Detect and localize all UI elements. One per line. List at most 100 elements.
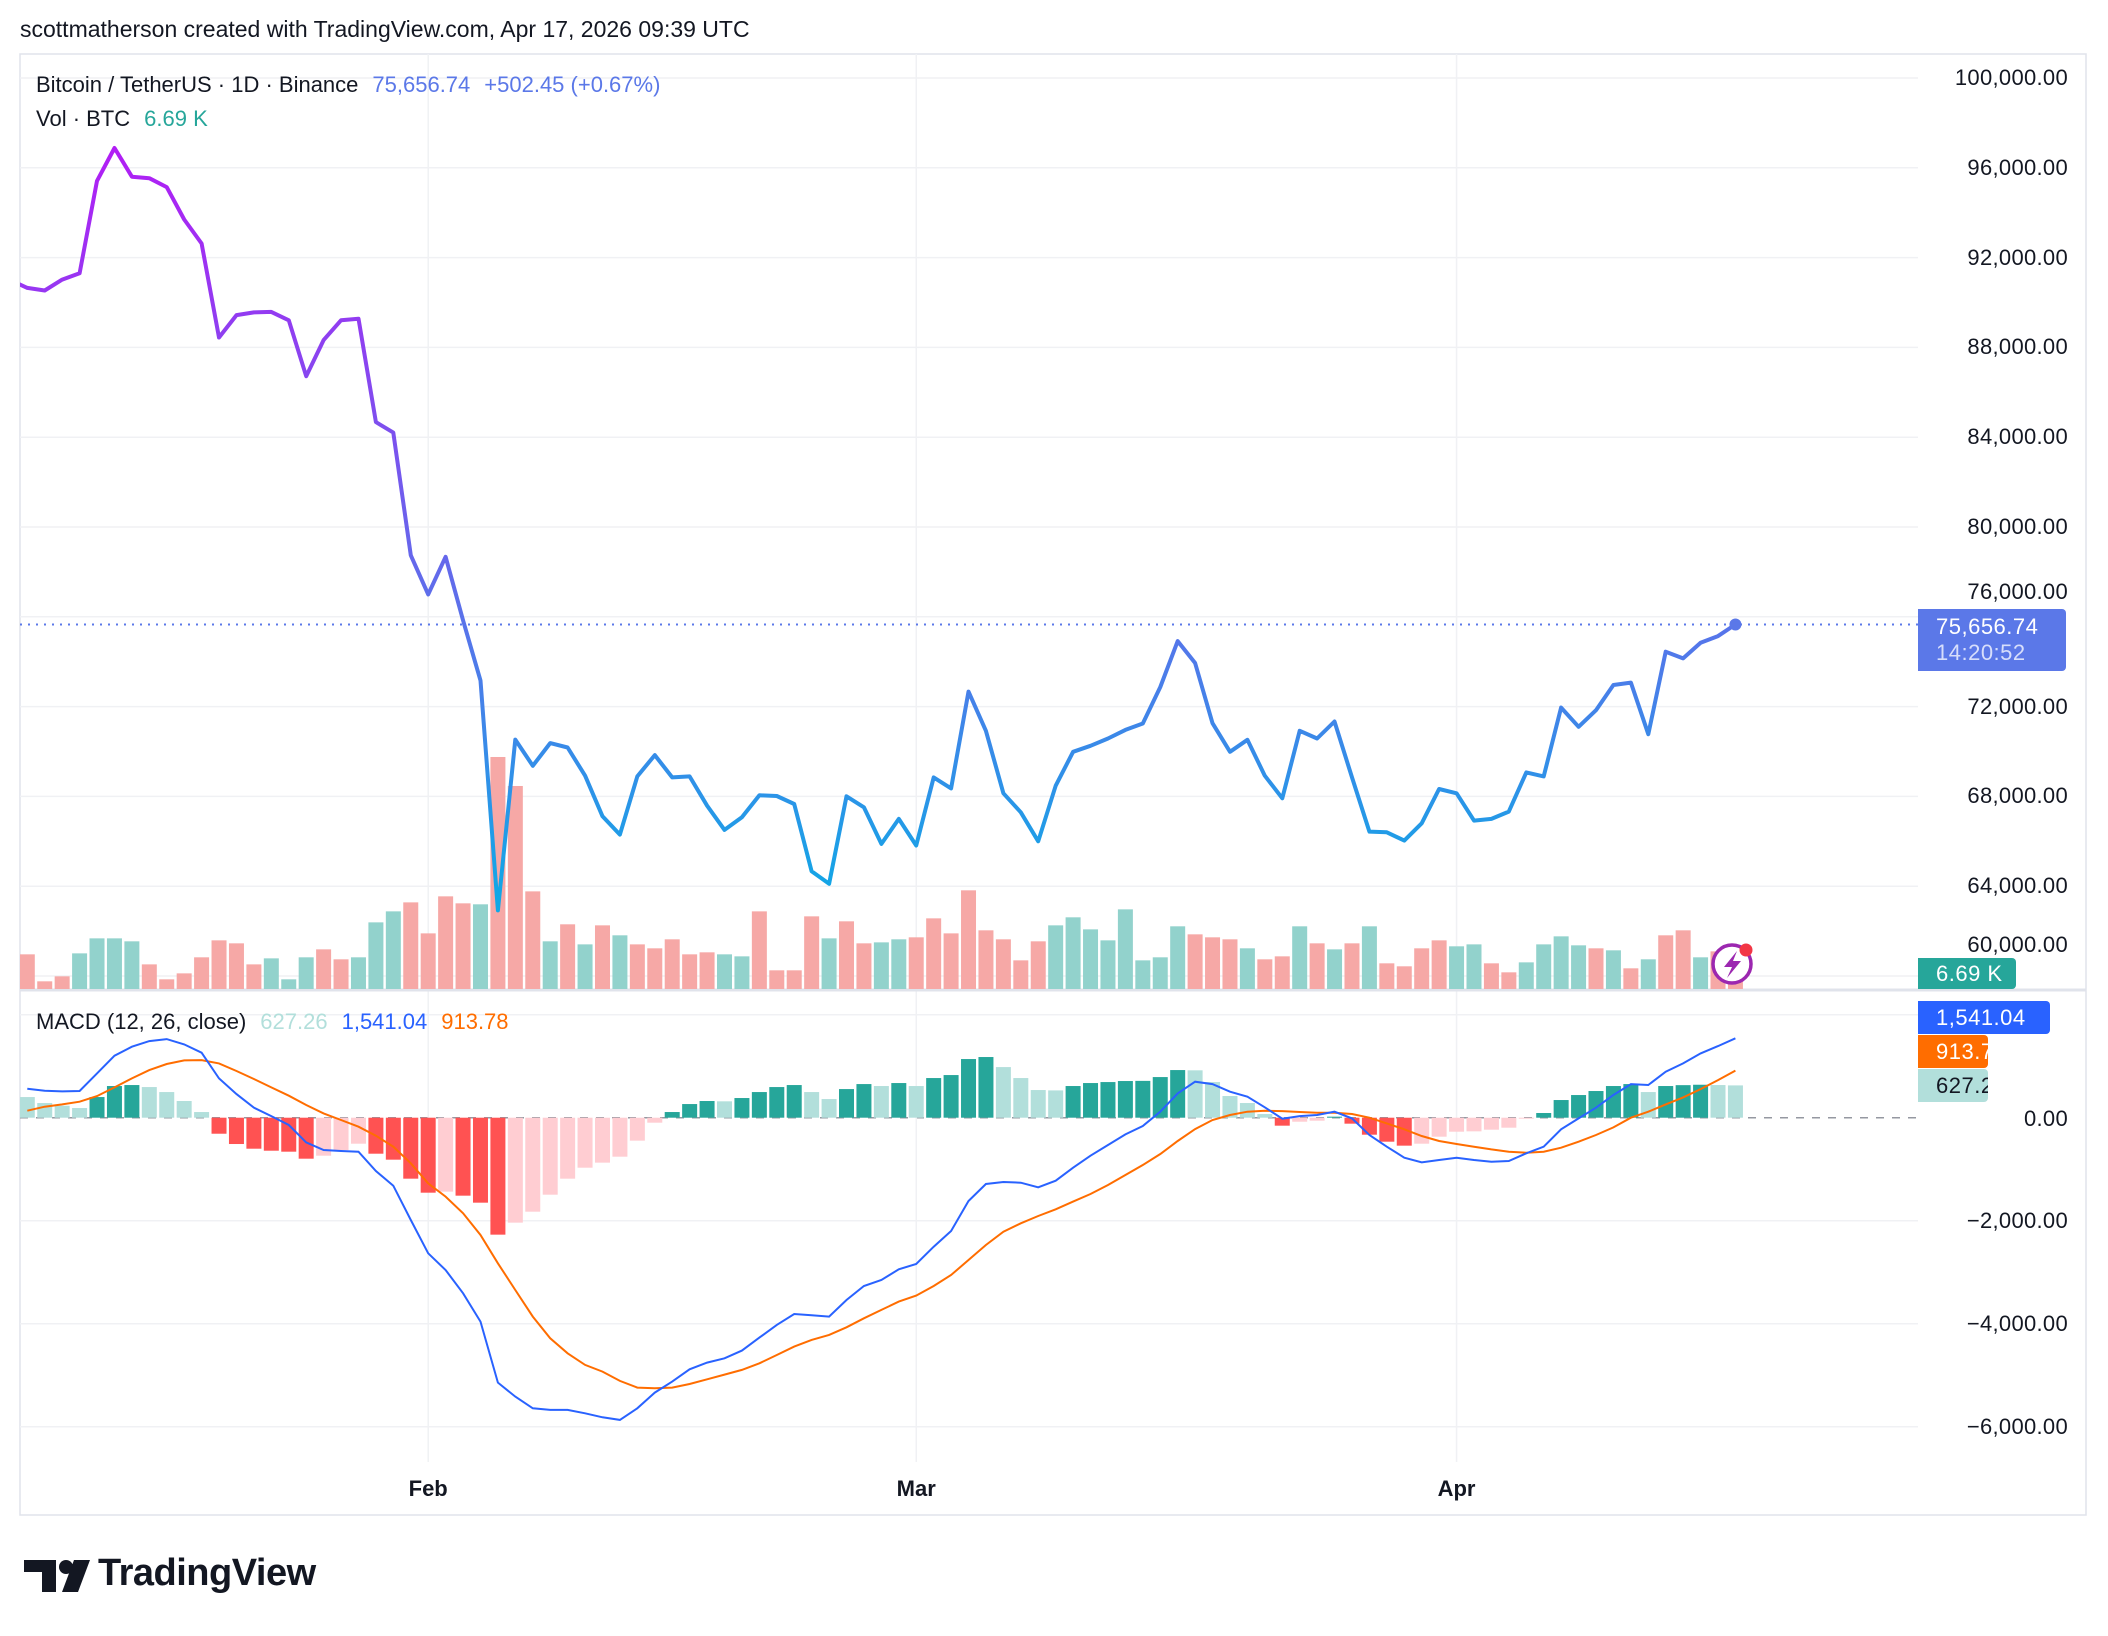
macd-histogram-bar <box>1693 1084 1709 1118</box>
volume-bar <box>926 918 942 989</box>
macd-histogram-bar <box>1658 1086 1674 1118</box>
macd-histogram-bar <box>1727 1085 1743 1118</box>
volume-bar <box>1588 948 1604 989</box>
macd-histogram-bar <box>995 1067 1011 1118</box>
volume-bar <box>1536 944 1552 989</box>
macd-histogram-bar <box>1030 1090 1046 1118</box>
macd-legend[interactable]: MACD (12, 26, close) 627.26 1,541.04 913… <box>36 1009 509 1035</box>
macd-histogram-bar <box>1292 1117 1308 1122</box>
volume-bar <box>629 944 645 989</box>
volume-bar <box>1675 930 1691 989</box>
volume-bar <box>943 933 959 989</box>
price-axis-label: 96,000.00 <box>1967 154 2068 180</box>
tradingview-logo-icon <box>24 1560 90 1592</box>
volume-bar <box>873 942 889 989</box>
macd-histogram-bar <box>1431 1117 1447 1137</box>
macd-histogram-bar <box>769 1087 785 1118</box>
macd-histogram-bar <box>1518 1117 1534 1119</box>
volume-bar <box>717 954 732 989</box>
price-axis-label: 68,000.00 <box>1967 783 2068 809</box>
last-price-tag-value: 75,656.74 <box>1936 614 2039 639</box>
volume-bar <box>1431 940 1447 989</box>
macd-histogram-bar <box>1710 1085 1726 1118</box>
macd-histogram-bar <box>1605 1086 1621 1118</box>
volume-bar <box>1414 948 1430 989</box>
price-axis-label: 64,000.00 <box>1967 873 2068 899</box>
volume-legend[interactable]: Vol · BTC 6.69 K <box>36 106 208 132</box>
macd-histogram-bar <box>1553 1100 1569 1118</box>
volume-bar <box>1274 956 1290 989</box>
macd-histogram-bar <box>891 1083 907 1118</box>
macd-histogram-bar <box>1466 1117 1482 1132</box>
macd-histogram-value: 627.26 <box>260 1009 328 1034</box>
volume-bar <box>1658 935 1674 989</box>
macd-histogram-bar <box>542 1117 558 1195</box>
alert-lightning-icon[interactable] <box>1711 943 1753 985</box>
volume-bar <box>385 911 401 989</box>
tradingview-logo-text: TradingView <box>98 1552 316 1594</box>
last-price-tag: 75,656.74 14:20:52 <box>1918 609 2066 671</box>
macd-histogram-bar <box>560 1117 576 1179</box>
price-axis-label: 80,000.00 <box>1967 514 2068 539</box>
macd-histogram-bar <box>1309 1117 1325 1121</box>
symbol-legend[interactable]: Bitcoin / TetherUS · 1D · Binance 75,656… <box>36 72 660 98</box>
macd-histogram-bar <box>1187 1070 1203 1118</box>
macd-histogram-bar <box>1675 1085 1691 1118</box>
volume-bar <box>821 938 837 989</box>
volume-bar <box>647 948 663 989</box>
last-price: 75,656.74 <box>372 72 471 97</box>
macd-histogram-bar <box>1205 1082 1221 1118</box>
macd-histogram-bar <box>751 1092 767 1118</box>
volume-bar <box>72 953 88 989</box>
volume-bar <box>804 916 820 989</box>
macd-histogram-bar <box>1013 1078 1029 1118</box>
macd-histogram-bar <box>1083 1083 1099 1118</box>
macd-histogram-bar <box>350 1117 366 1144</box>
volume-bar <box>1065 917 1081 989</box>
macd-histogram-bar <box>804 1092 820 1118</box>
volume-bar <box>37 981 53 989</box>
volume-bar <box>1205 937 1221 989</box>
volume-bar <box>1117 909 1133 989</box>
macd-histogram-bar <box>263 1117 279 1151</box>
volume-bar <box>1379 963 1395 989</box>
macd-histogram-bar <box>682 1104 698 1118</box>
volume-bar <box>1187 934 1203 989</box>
volume-bar <box>89 938 105 989</box>
price-axis-label: 72,000.00 <box>1967 693 2068 719</box>
macd-histogram-bar <box>403 1117 419 1179</box>
volume-bar <box>1553 936 1569 989</box>
volume-bar <box>333 959 349 989</box>
symbol-title: Bitcoin / TetherUS · 1D · Binance <box>36 72 359 97</box>
volume-bar <box>682 954 698 989</box>
macd-histogram-bar <box>943 1075 959 1118</box>
macd-line-value: 1,541.04 <box>341 1009 428 1034</box>
chart-frame <box>19 53 2087 1516</box>
time-axis-label: Mar <box>896 1476 936 1501</box>
macd-histogram-bar <box>298 1117 314 1159</box>
macd-histogram-bar <box>1396 1117 1412 1146</box>
volume-bar <box>1152 957 1168 989</box>
volume-bar <box>1257 959 1273 989</box>
macd-line <box>27 1037 1736 1421</box>
histogram-tag: 627.26 <box>1918 1069 1988 1102</box>
volume-bar <box>525 891 541 989</box>
macd-histogram-bar <box>839 1089 855 1118</box>
macd-histogram-bar <box>1100 1082 1116 1118</box>
volume-bar <box>1013 960 1029 989</box>
volume-bar <box>228 943 244 989</box>
volume-bar <box>1170 926 1186 989</box>
volume-bar <box>420 933 436 989</box>
macd-histogram-bar <box>1257 1114 1273 1118</box>
macd-histogram-bar <box>472 1117 488 1203</box>
macd-histogram-bar <box>507 1117 523 1223</box>
volume-bar <box>281 979 297 989</box>
bar-countdown: 14:20:52 <box>1936 640 2026 665</box>
volume-title: Vol · BTC <box>36 106 131 131</box>
volume-bar <box>995 939 1011 989</box>
macd-axis-label: 0.00 <box>2023 1106 2068 1131</box>
price-axis-label: 84,000.00 <box>1967 424 2068 450</box>
volume-bar <box>20 954 35 989</box>
volume-bar <box>786 970 802 989</box>
